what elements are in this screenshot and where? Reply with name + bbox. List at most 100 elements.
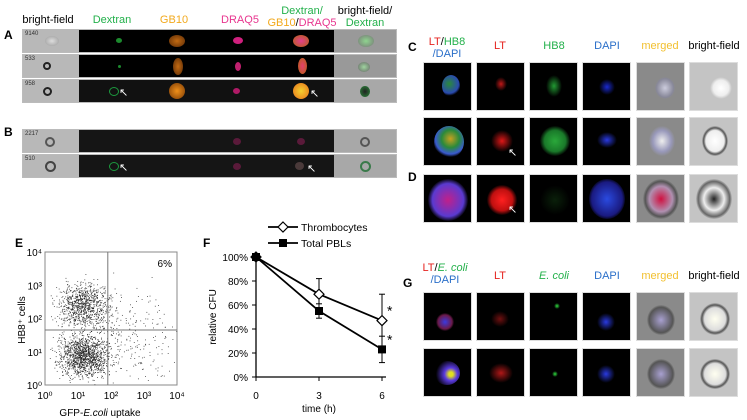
scatter-dot (59, 351, 61, 352)
scatter-dot (77, 344, 79, 346)
scatter-dot (94, 362, 96, 364)
scatter-dot (84, 349, 86, 351)
scatter-dot (104, 313, 106, 315)
scatter-dot (58, 337, 60, 339)
scatter-dot (91, 291, 93, 293)
scatter-dot (85, 301, 87, 302)
scatter-dot (89, 285, 91, 287)
scatter-dot (83, 317, 85, 318)
scatter-dot (85, 299, 87, 301)
scatter-dot (71, 317, 73, 319)
scatter-dot (68, 363, 69, 364)
scatter-dot (88, 348, 90, 350)
scatter-dot (91, 301, 93, 303)
scatter-dot (88, 351, 90, 352)
scatter-dot (59, 360, 61, 362)
scatter-dot (96, 305, 97, 307)
scatter-dot (96, 356, 98, 358)
scatter-dot (115, 356, 117, 358)
scatter-dot (77, 374, 79, 375)
scatter-dot (75, 346, 77, 348)
scatter-dot (89, 321, 91, 323)
scatter-dot (73, 354, 74, 356)
scatter-dot (94, 369, 96, 371)
scatter-dot (125, 318, 127, 319)
scatter-dot (95, 354, 96, 356)
scatter-dot (129, 328, 131, 330)
scatter-dot (70, 308, 72, 310)
scatter-dot (81, 301, 83, 303)
scatter-dot (85, 310, 86, 312)
scatter-dot (134, 313, 136, 315)
scatter-dot (90, 338, 92, 340)
scatter-dot (87, 347, 89, 348)
scatter-dot (81, 352, 83, 354)
merged-image (636, 62, 685, 111)
scatter-dot (94, 357, 95, 359)
scatter-dot (79, 365, 81, 366)
scatter-dot (84, 303, 86, 305)
scatter-dot (90, 311, 92, 312)
scatter-dot (92, 355, 94, 356)
scatter-dot (95, 363, 97, 364)
scatter-dot (56, 352, 58, 353)
scatter-dot (75, 296, 77, 297)
scatter-dot (86, 298, 88, 300)
scatter-dot (79, 343, 81, 345)
scatter-dot (103, 288, 105, 290)
cell-id: 510 (25, 156, 36, 162)
scatter-dot (94, 325, 96, 327)
scatter-dot (67, 316, 69, 318)
scatter-dot (104, 340, 105, 342)
scatter-dot (76, 373, 78, 374)
scatter-dot (115, 371, 117, 373)
scatter-dot (88, 342, 90, 344)
scatter-dot (113, 324, 115, 326)
scatter-dot (95, 314, 97, 316)
scatter-dot (68, 348, 70, 350)
scatter-dot (80, 361, 82, 363)
scatter-dot (79, 357, 81, 359)
scatter-dot (116, 354, 118, 355)
scatter-dot (104, 368, 105, 369)
scatter-dot (63, 322, 65, 324)
scatter-dot (88, 297, 90, 299)
scatter-dot (62, 357, 64, 359)
scatter-dot (120, 367, 121, 369)
scatter-dot (83, 344, 85, 346)
scatter-dot (99, 332, 101, 333)
scatter-dot (90, 356, 92, 358)
scatter-dot (68, 358, 69, 360)
scatter-dot (65, 361, 67, 362)
scatter-dot (85, 319, 87, 320)
scatter-dot (92, 379, 94, 381)
scatter-dot (77, 306, 79, 308)
scatter-dot (78, 309, 80, 310)
scatter-dot (80, 282, 82, 284)
scatter-dot (81, 306, 82, 308)
scatter-dot (79, 354, 81, 355)
scatter-dot (87, 360, 89, 362)
scatter-dot (143, 323, 145, 324)
scatter-dot (84, 358, 85, 360)
scatter-dot (83, 313, 85, 315)
scatter-dot (70, 345, 72, 347)
scatter-dot (73, 366, 75, 367)
scatter-dot (100, 356, 102, 358)
scatter-dot (52, 336, 54, 338)
scatter-dot (77, 343, 79, 344)
scatter-dot (157, 311, 158, 313)
scatter-dot (103, 303, 104, 305)
scatter-dot (69, 315, 70, 317)
scatter-dot (66, 288, 68, 290)
scatter-dot (86, 295, 88, 297)
scatter-dot (149, 351, 151, 353)
scatter-dot (102, 312, 104, 313)
scatter-dot (70, 348, 71, 350)
scatter-dot (99, 304, 101, 306)
scatter-dot (76, 348, 78, 350)
scatter-dot (83, 302, 85, 304)
scatter-dot (72, 378, 74, 380)
x-tick-label: 10³ (137, 391, 152, 402)
scatter-dot (134, 352, 136, 354)
